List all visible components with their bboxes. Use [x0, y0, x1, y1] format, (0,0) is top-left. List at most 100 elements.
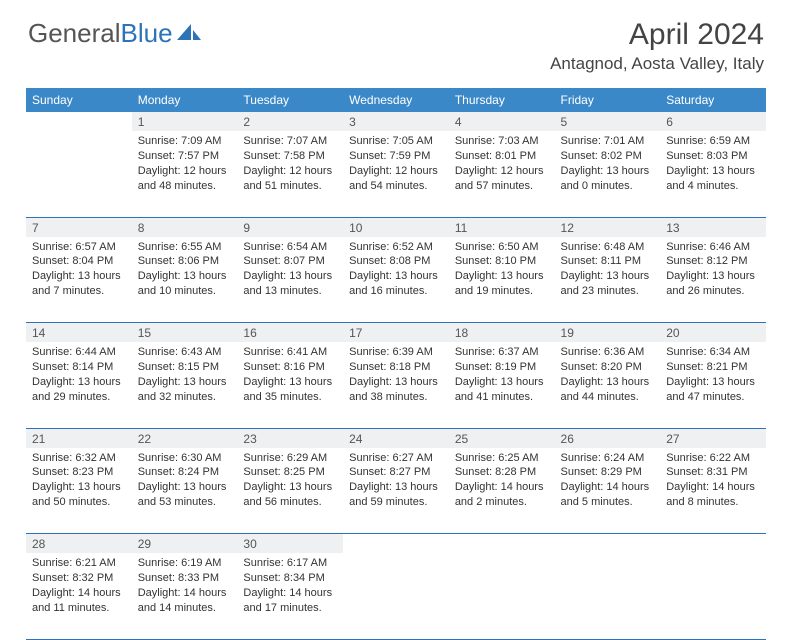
day-details: Sunrise: 6:19 AMSunset: 8:33 PMDaylight:…	[132, 553, 238, 619]
day-number-row: 123456	[26, 112, 766, 131]
detail-line: Sunrise: 6:44 AM	[32, 345, 126, 360]
day-cell: Sunrise: 6:55 AMSunset: 8:06 PMDaylight:…	[132, 237, 238, 323]
logo: GeneralBlue	[28, 18, 203, 49]
day-cell: Sunrise: 7:09 AMSunset: 7:57 PMDaylight:…	[132, 131, 238, 217]
detail-line: Sunrise: 6:48 AM	[561, 240, 655, 255]
day-cell: Sunrise: 6:39 AMSunset: 8:18 PMDaylight:…	[343, 342, 449, 428]
day-number: 26	[555, 428, 661, 448]
detail-line: Sunrise: 6:27 AM	[349, 451, 443, 466]
detail-line: Daylight: 14 hours	[138, 586, 232, 601]
day-number-row: 21222324252627	[26, 428, 766, 448]
detail-line: Sunset: 8:08 PM	[349, 254, 443, 269]
detail-line: Sunrise: 6:17 AM	[243, 556, 337, 571]
detail-line: and 47 minutes.	[666, 390, 760, 405]
detail-line: Sunrise: 6:55 AM	[138, 240, 232, 255]
detail-line: Sunrise: 6:46 AM	[666, 240, 760, 255]
day-cell: Sunrise: 6:36 AMSunset: 8:20 PMDaylight:…	[555, 342, 661, 428]
detail-line: Sunrise: 7:01 AM	[561, 134, 655, 149]
detail-line: and 54 minutes.	[349, 179, 443, 194]
detail-line: and 50 minutes.	[32, 495, 126, 510]
day-cell: Sunrise: 6:27 AMSunset: 8:27 PMDaylight:…	[343, 448, 449, 534]
day-number: 18	[449, 323, 555, 343]
detail-line: Sunrise: 6:57 AM	[32, 240, 126, 255]
detail-line: Sunset: 8:33 PM	[138, 571, 232, 586]
detail-line: Daylight: 13 hours	[32, 269, 126, 284]
day-cell: Sunrise: 6:43 AMSunset: 8:15 PMDaylight:…	[132, 342, 238, 428]
day-cell: Sunrise: 6:46 AMSunset: 8:12 PMDaylight:…	[660, 237, 766, 323]
day-cell	[555, 553, 661, 639]
detail-line: Sunrise: 6:24 AM	[561, 451, 655, 466]
day-header: Monday	[132, 88, 238, 112]
day-number: 9	[237, 217, 343, 237]
detail-line: Daylight: 13 hours	[455, 269, 549, 284]
detail-line: Daylight: 12 hours	[455, 164, 549, 179]
detail-line: Sunset: 8:07 PM	[243, 254, 337, 269]
detail-line: Sunrise: 6:52 AM	[349, 240, 443, 255]
detail-line: Sunset: 7:59 PM	[349, 149, 443, 164]
detail-line: Daylight: 12 hours	[138, 164, 232, 179]
day-number: 10	[343, 217, 449, 237]
detail-line: Sunrise: 6:59 AM	[666, 134, 760, 149]
day-number: 29	[132, 534, 238, 554]
detail-line: and 59 minutes.	[349, 495, 443, 510]
day-cell	[26, 131, 132, 217]
day-cell: Sunrise: 6:59 AMSunset: 8:03 PMDaylight:…	[660, 131, 766, 217]
detail-line: and 5 minutes.	[561, 495, 655, 510]
detail-line: Sunrise: 6:22 AM	[666, 451, 760, 466]
day-cell: Sunrise: 7:07 AMSunset: 7:58 PMDaylight:…	[237, 131, 343, 217]
day-details: Sunrise: 7:01 AMSunset: 8:02 PMDaylight:…	[555, 131, 661, 197]
day-cell: Sunrise: 7:05 AMSunset: 7:59 PMDaylight:…	[343, 131, 449, 217]
detail-line: and 23 minutes.	[561, 284, 655, 299]
detail-line: Daylight: 14 hours	[666, 480, 760, 495]
day-details: Sunrise: 6:54 AMSunset: 8:07 PMDaylight:…	[237, 237, 343, 303]
detail-line: Sunset: 8:23 PM	[32, 465, 126, 480]
day-details: Sunrise: 6:22 AMSunset: 8:31 PMDaylight:…	[660, 448, 766, 514]
day-details: Sunrise: 7:05 AMSunset: 7:59 PMDaylight:…	[343, 131, 449, 197]
day-cell: Sunrise: 6:21 AMSunset: 8:32 PMDaylight:…	[26, 553, 132, 639]
day-details: Sunrise: 6:52 AMSunset: 8:08 PMDaylight:…	[343, 237, 449, 303]
day-number: 21	[26, 428, 132, 448]
detail-line: Daylight: 13 hours	[138, 480, 232, 495]
day-number: 17	[343, 323, 449, 343]
day-header: Thursday	[449, 88, 555, 112]
logo-text-2: Blue	[121, 18, 173, 49]
detail-line: Daylight: 13 hours	[243, 480, 337, 495]
day-number: 2	[237, 112, 343, 131]
day-details: Sunrise: 7:07 AMSunset: 7:58 PMDaylight:…	[237, 131, 343, 197]
detail-line: Sunset: 8:14 PM	[32, 360, 126, 375]
detail-line: and 38 minutes.	[349, 390, 443, 405]
day-number	[26, 112, 132, 131]
day-details: Sunrise: 6:46 AMSunset: 8:12 PMDaylight:…	[660, 237, 766, 303]
detail-line: and 35 minutes.	[243, 390, 337, 405]
detail-line: Daylight: 13 hours	[138, 375, 232, 390]
week-row: Sunrise: 6:21 AMSunset: 8:32 PMDaylight:…	[26, 553, 766, 639]
day-number: 7	[26, 217, 132, 237]
day-details: Sunrise: 6:41 AMSunset: 8:16 PMDaylight:…	[237, 342, 343, 408]
detail-line: Daylight: 13 hours	[243, 375, 337, 390]
header: GeneralBlue April 2024 Antagnod, Aosta V…	[0, 0, 792, 82]
detail-line: and 2 minutes.	[455, 495, 549, 510]
day-details: Sunrise: 6:36 AMSunset: 8:20 PMDaylight:…	[555, 342, 661, 408]
day-number: 20	[660, 323, 766, 343]
detail-line: Sunset: 8:11 PM	[561, 254, 655, 269]
detail-line: Sunrise: 6:50 AM	[455, 240, 549, 255]
detail-line: and 11 minutes.	[32, 601, 126, 616]
detail-line: and 29 minutes.	[32, 390, 126, 405]
day-header: Wednesday	[343, 88, 449, 112]
day-number	[449, 534, 555, 554]
day-details: Sunrise: 6:34 AMSunset: 8:21 PMDaylight:…	[660, 342, 766, 408]
day-cell	[660, 553, 766, 639]
day-cell: Sunrise: 6:57 AMSunset: 8:04 PMDaylight:…	[26, 237, 132, 323]
detail-line: Sunrise: 6:21 AM	[32, 556, 126, 571]
detail-line: and 0 minutes.	[561, 179, 655, 194]
day-details: Sunrise: 6:39 AMSunset: 8:18 PMDaylight:…	[343, 342, 449, 408]
detail-line: Sunset: 8:10 PM	[455, 254, 549, 269]
day-details: Sunrise: 6:48 AMSunset: 8:11 PMDaylight:…	[555, 237, 661, 303]
day-cell: Sunrise: 6:48 AMSunset: 8:11 PMDaylight:…	[555, 237, 661, 323]
detail-line: Sunrise: 6:29 AM	[243, 451, 337, 466]
day-cell	[449, 553, 555, 639]
detail-line: Daylight: 13 hours	[349, 375, 443, 390]
detail-line: Sunrise: 6:32 AM	[32, 451, 126, 466]
day-cell: Sunrise: 6:44 AMSunset: 8:14 PMDaylight:…	[26, 342, 132, 428]
logo-sail-icon	[177, 18, 203, 49]
